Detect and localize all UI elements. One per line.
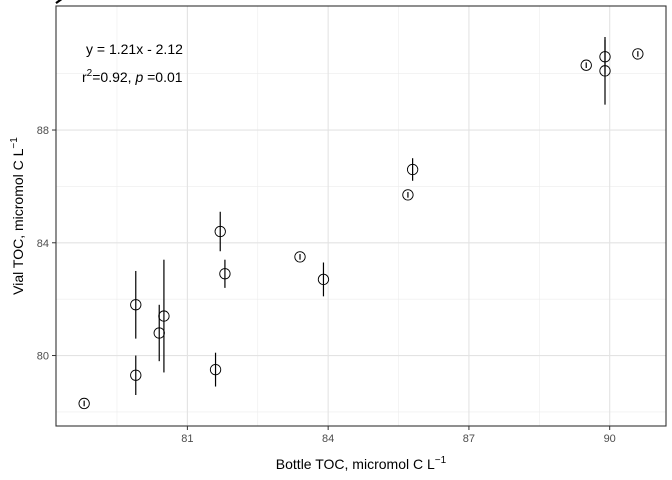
x-tick-label: 81 — [181, 433, 193, 445]
data-point — [632, 48, 644, 60]
stats-annotation: r2=0.92, p =0.01 — [82, 68, 183, 85]
data-point — [219, 268, 231, 280]
data-point — [406, 163, 419, 176]
data-point — [78, 397, 90, 410]
data-point — [214, 225, 226, 238]
data-point — [158, 310, 170, 322]
data-point — [130, 369, 142, 381]
x-axis-ticks: 81 84 87 90 — [181, 426, 616, 445]
data-point — [599, 51, 611, 63]
y-axis-title: Vial TOC, micromol C L−1 — [9, 137, 26, 295]
data-point — [209, 363, 222, 376]
x-tick-label: 90 — [604, 433, 616, 445]
data-point — [580, 59, 592, 71]
y-axis-ticks: 80 84 88 — [37, 125, 56, 363]
data-point — [130, 299, 142, 311]
data-point — [402, 189, 414, 201]
x-tick-label: 87 — [463, 433, 475, 445]
x-tick-label: 84 — [322, 433, 334, 445]
data-point — [294, 251, 306, 263]
y-tick-label: 80 — [37, 351, 49, 363]
equation-annotation: y = 1.21x - 2.12 — [86, 41, 183, 57]
panel-border — [55, 5, 667, 427]
data-point — [317, 273, 330, 286]
data-point — [599, 65, 611, 77]
x-axis-title: Bottle TOC, micromol C L−1 — [276, 455, 447, 472]
y-tick-label: 84 — [37, 238, 49, 250]
y-tick-label: 88 — [37, 125, 49, 137]
data-points — [78, 48, 644, 410]
data-point — [153, 327, 165, 339]
grid-lines — [56, 6, 666, 426]
